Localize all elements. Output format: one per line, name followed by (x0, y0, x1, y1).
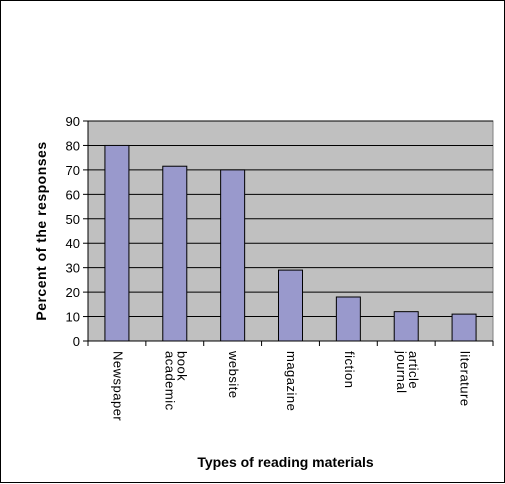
y-tick-label: 40 (66, 236, 80, 251)
x-category-label: book (174, 351, 189, 381)
y-axis-title: Percent of the responses (33, 141, 49, 320)
y-tick-label: 0 (73, 334, 80, 349)
x-category-label: Newspaper (110, 351, 125, 421)
bars (104, 144, 477, 342)
x-category-label: article (406, 351, 421, 389)
bar (278, 269, 303, 342)
x-category-label: fiction (342, 351, 357, 388)
y-tick-label: 30 (66, 261, 80, 276)
y-axis-ticks: 0 10 20 30 40 50 60 70 80 90 (66, 114, 88, 349)
y-tick-label: 10 (66, 310, 80, 325)
y-tick-label: 80 (66, 138, 80, 153)
bar (451, 313, 477, 342)
y-tick-label: 60 (66, 187, 80, 202)
x-category-label: website (226, 350, 241, 399)
bar (104, 144, 130, 342)
y-tick-label: 20 (66, 285, 80, 300)
bar (162, 165, 188, 342)
y-tick-label: 90 (66, 114, 80, 129)
x-category-label: academic (162, 351, 177, 411)
y-tick-label: 70 (66, 163, 80, 178)
y-tick-label: 50 (66, 212, 80, 227)
x-category-label: literature (458, 351, 473, 407)
x-axis-title: Types of reading materials (197, 454, 374, 470)
x-category-label: journal (394, 350, 409, 394)
bar (220, 169, 246, 342)
bar (393, 311, 419, 342)
gridlines (88, 120, 493, 318)
x-category-label: magazine (284, 351, 299, 411)
bar (335, 296, 361, 342)
